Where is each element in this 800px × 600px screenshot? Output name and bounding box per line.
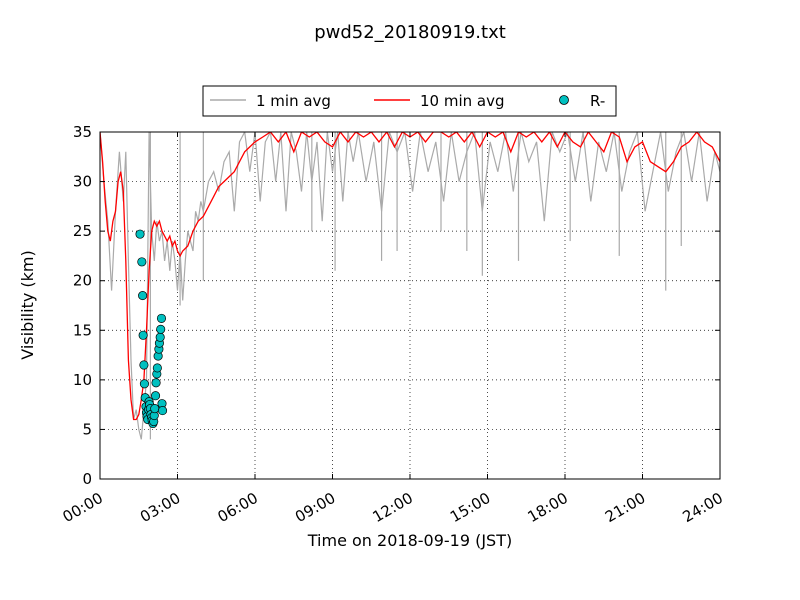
y-tick-label: 0 (82, 470, 92, 488)
chart-title: pwd52_20180919.txt (314, 22, 506, 43)
data-point-r (150, 404, 160, 414)
y-tick-label: 5 (82, 420, 92, 438)
data-point-r (156, 313, 167, 323)
y-tick-label: 10 (73, 371, 92, 389)
y-axis-label: Visibility (km) (18, 250, 37, 359)
legend-box (202, 85, 617, 117)
y-tick-label: 15 (73, 321, 92, 339)
legend-label-10min: 10 min avg (420, 92, 505, 110)
data-point-r (157, 406, 168, 416)
legend-marker-r (559, 95, 569, 105)
series-1min-avg (100, 132, 720, 440)
series-10min-avg (100, 132, 720, 421)
y-tick-label: 35 (73, 123, 92, 141)
data-point-r (156, 324, 166, 334)
data-point-r (151, 378, 161, 388)
data-point-r (137, 257, 147, 267)
data-point-r (155, 332, 165, 342)
series-r-minus (135, 229, 168, 429)
y-tick-label: 30 (73, 173, 92, 191)
data-point-r (138, 291, 148, 301)
y-tick-label: 20 (73, 272, 92, 290)
data-point-r (150, 391, 161, 401)
legend-label-1min: 1 min avg (256, 92, 331, 110)
data-point-r (139, 379, 149, 389)
data-point-r (138, 330, 148, 340)
legend: 1 min avg 10 min avg R- (202, 85, 617, 117)
series-1min-line (100, 132, 720, 440)
legend-label-r: R- (590, 92, 605, 110)
data-point-r (152, 363, 162, 373)
data-point-r (139, 360, 149, 370)
grid (100, 132, 720, 479)
y-tick-label: 25 (73, 222, 92, 240)
data-point-r (135, 229, 145, 239)
x-axis-label: Time on 2018-09-19 (JST) (307, 531, 512, 550)
y-axis-ticks: 0 5 10 15 20 25 30 35 (73, 123, 720, 488)
series-10min-line (100, 132, 720, 421)
